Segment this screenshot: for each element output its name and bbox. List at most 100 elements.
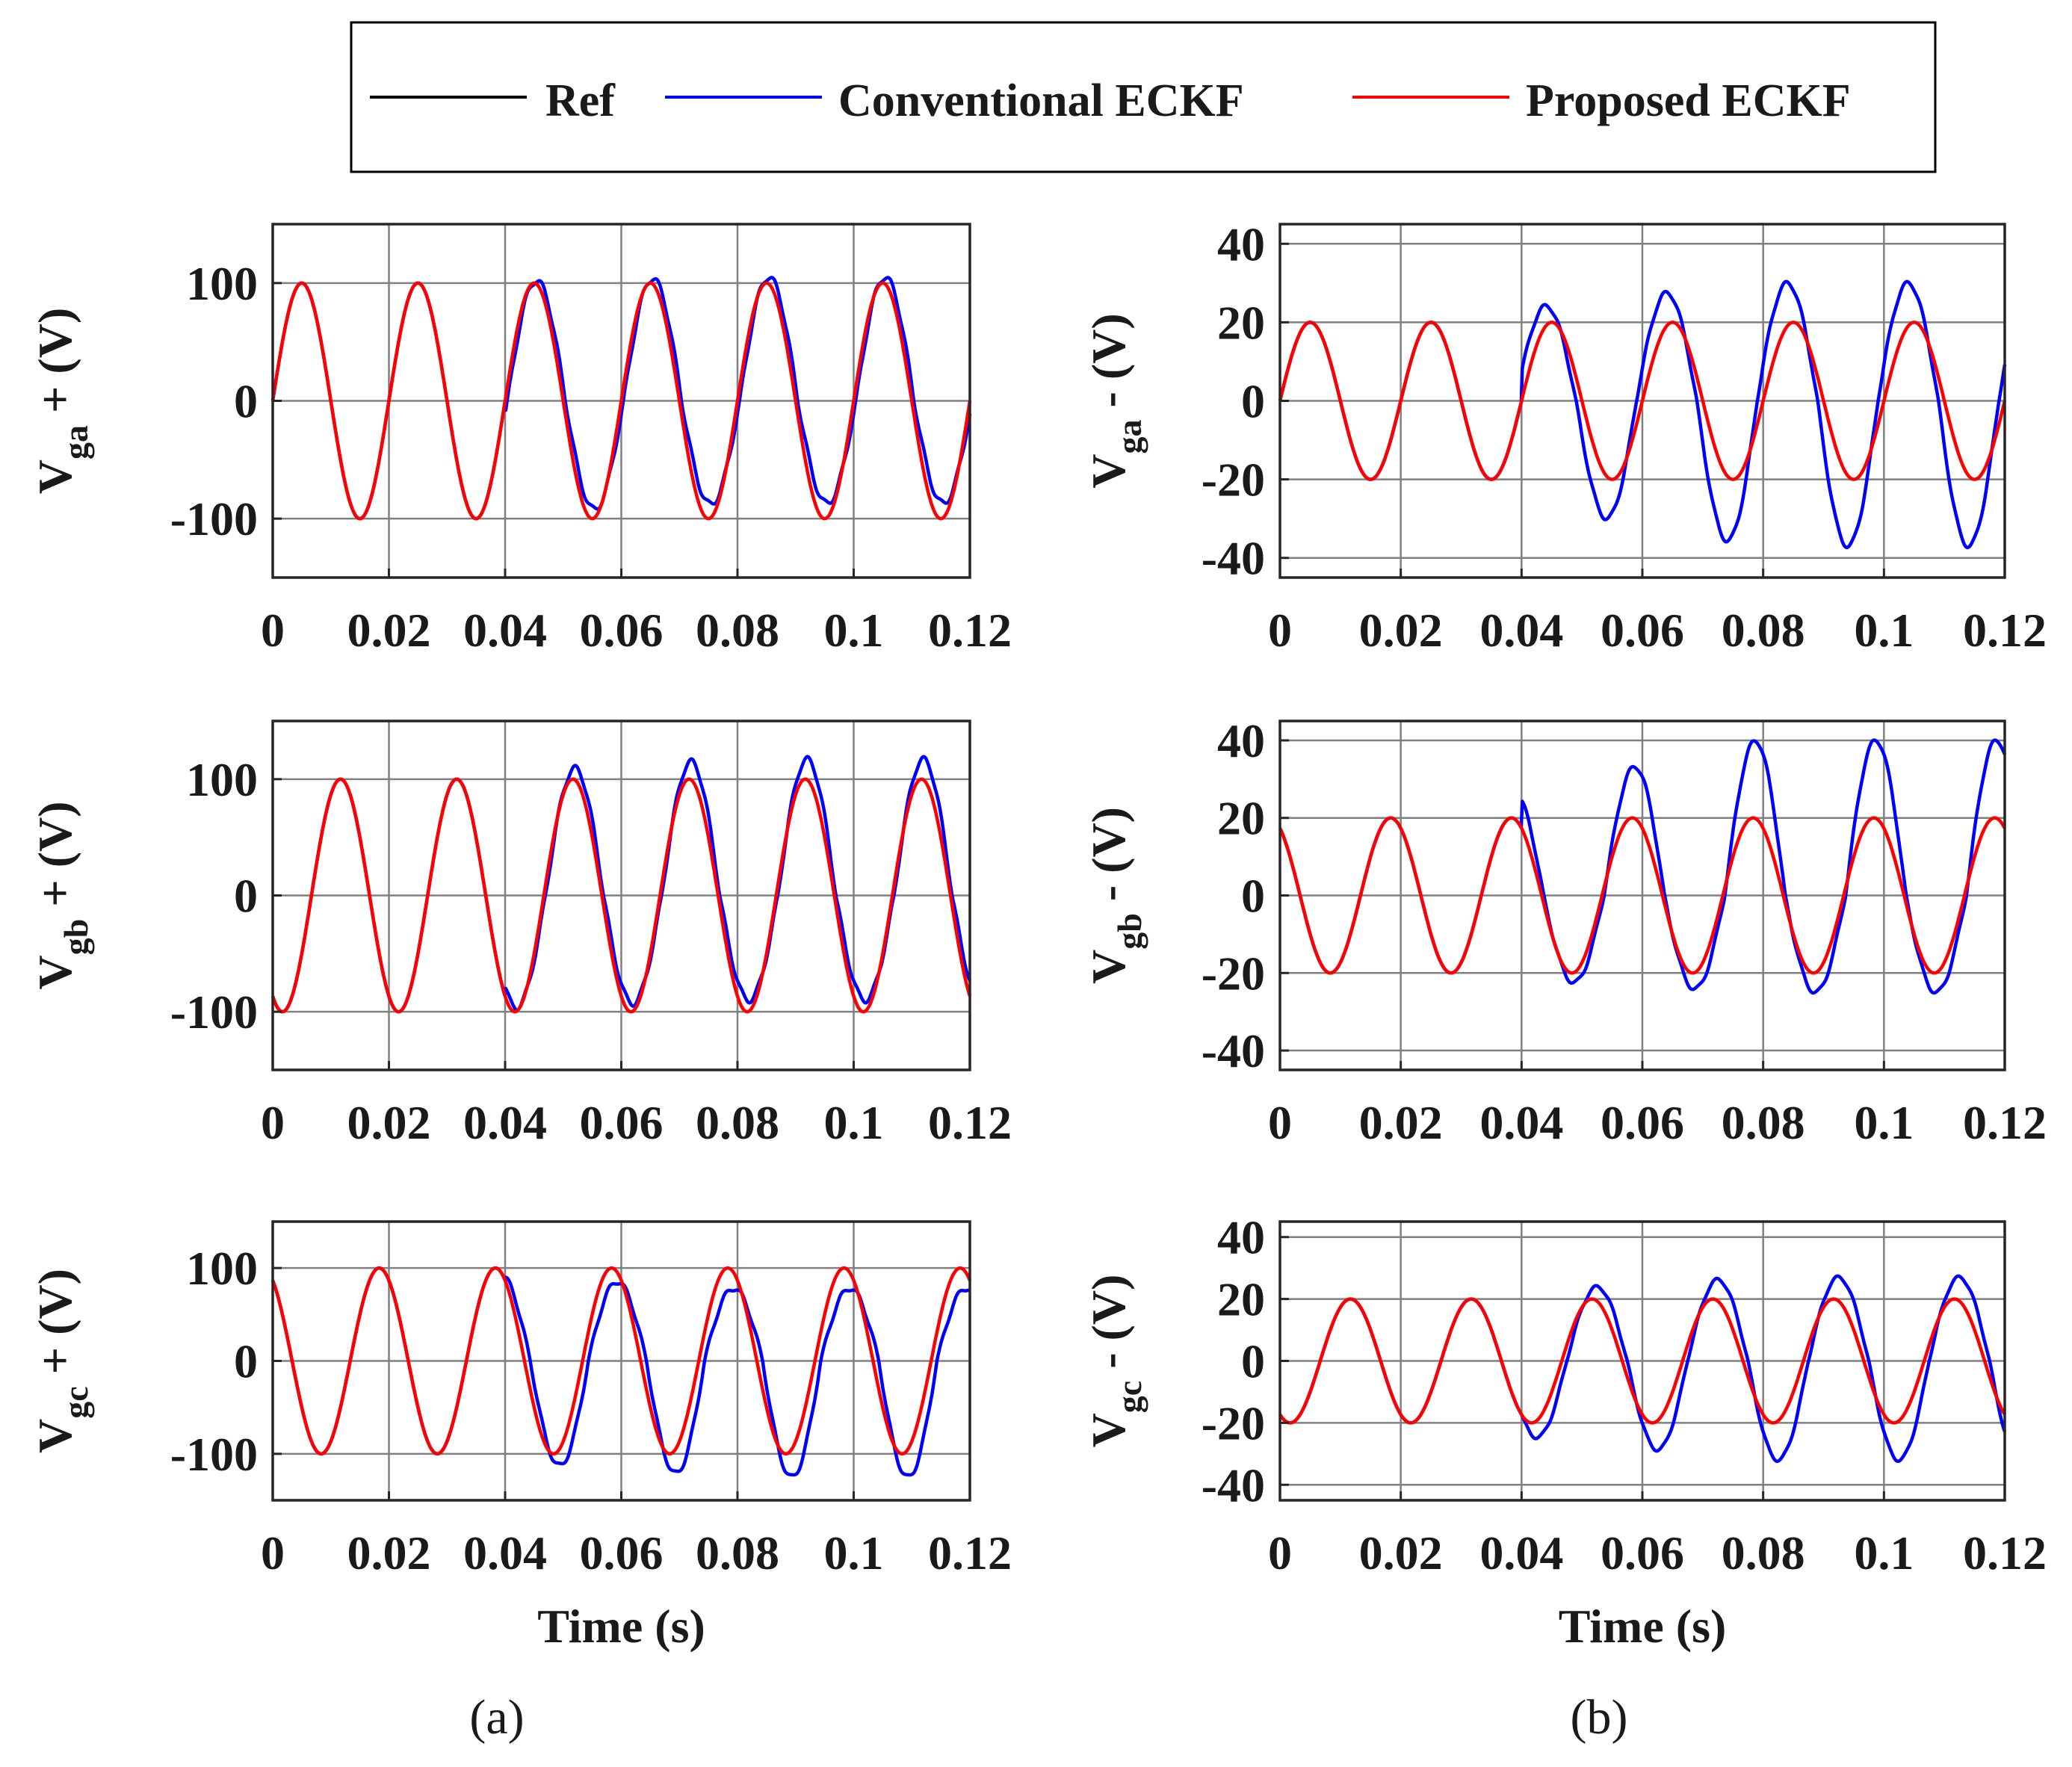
series-line-proposed — [1278, 321, 2007, 481]
y-tick-label: 40 — [1217, 217, 1265, 270]
legend-label-ref: Ref — [545, 75, 616, 126]
y-tick-label: -20 — [1202, 947, 1265, 1000]
y-axis-label-symbol: V — [28, 1419, 81, 1453]
panel-label-a-open: ( — [469, 1690, 486, 1745]
x-tick-label: 0 — [1268, 1096, 1292, 1149]
x-tick-label: 0.1 — [1854, 1096, 1914, 1149]
x-tick-label: 0.04 — [463, 604, 547, 657]
x-tick-label: 0.04 — [1479, 1526, 1563, 1579]
y-axis-label: Vgc + (V) — [28, 1269, 95, 1453]
series-line-proposed — [1278, 816, 2006, 975]
y-tick-label: 20 — [1217, 792, 1265, 845]
x-tick-label: 0.02 — [347, 1526, 431, 1579]
series-line-proposed — [270, 281, 972, 521]
panel-label-a-close: ) — [508, 1690, 525, 1745]
panel-label-a-letter: a — [486, 1690, 507, 1745]
x-tick-label: 0.12 — [928, 1096, 1012, 1149]
series-line-proposed — [270, 1266, 972, 1456]
x-tick-label: 0.1 — [1854, 604, 1914, 657]
y-tick-label: 20 — [1217, 296, 1265, 349]
y-tick-label: 40 — [1217, 714, 1265, 767]
x-tick-label: 0.08 — [1722, 1096, 1805, 1149]
panel-label-b-letter: b — [1587, 1690, 1612, 1745]
x-tick-label: 0.08 — [1722, 1526, 1805, 1579]
y-axis-label-unit: - (V) — [1082, 807, 1135, 913]
y-tick-label: -20 — [1202, 1396, 1265, 1449]
x-tick-label: 0.1 — [824, 1526, 884, 1579]
chart-panels: 0 0.02 0.04 0.06 0.08 0.1 0.12 -100 0 100 Vga + (V… — [28, 217, 2047, 1653]
series-line-proposed — [1278, 1297, 2006, 1425]
y-axis-label-symbol: V — [28, 955, 81, 989]
y-tick-label: 0 — [234, 870, 258, 923]
y-axis-label-unit: + (V) — [28, 801, 81, 918]
x-axis-label: Time (s) — [537, 1600, 705, 1653]
y-tick-label: -100 — [170, 492, 258, 545]
chart-vga_pos: 0 0.02 0.04 0.06 0.08 0.1 0.12 -100 0 100 Vga + (V… — [28, 223, 1012, 657]
x-tick-label: 0.02 — [1359, 604, 1443, 657]
chart-vgb_neg: 0 0.02 0.04 0.06 0.08 0.1 0.12 -40 -20 0 20 40 Vgb -… — [1082, 714, 2047, 1149]
x-tick-label: 0.08 — [696, 1526, 779, 1579]
y-tick-label: 100 — [186, 257, 258, 310]
x-tick-label: 0.04 — [1479, 1096, 1563, 1149]
y-axis-label-subscript: gb — [1110, 913, 1148, 950]
y-axis-label-unit: - (V) — [1082, 1275, 1135, 1381]
y-axis-label: Vgb - (V) — [1082, 807, 1148, 984]
x-tick-label: 0.12 — [1963, 1096, 2047, 1149]
x-tick-label: 0.1 — [824, 1096, 884, 1149]
y-tick-label: 100 — [186, 753, 258, 806]
x-tick-label: 0.06 — [1601, 1526, 1684, 1579]
panel-label-a: (a) — [469, 1690, 524, 1745]
y-axis-label: Vga - (V) — [1082, 313, 1148, 488]
x-tick-label: 0.12 — [928, 1526, 1012, 1579]
panel-label-b-open: ( — [1571, 1690, 1587, 1745]
legend: Ref Conventional ECKF Proposed ECKF — [350, 21, 1937, 173]
x-tick-label: 0 — [1268, 1526, 1292, 1579]
chart-vgb_pos: 0 0.02 0.04 0.06 0.08 0.1 0.12 -100 0 100 Vgb + (V… — [28, 720, 1012, 1149]
x-tick-label: 0.06 — [1601, 604, 1684, 657]
y-tick-label: 0 — [234, 1335, 258, 1388]
legend-label-proposed: Proposed ECKF — [1526, 75, 1851, 126]
chart-vga_neg: 0 0.02 0.04 0.06 0.08 0.1 0.12 -40 -20 0 20 40 Vga -… — [1082, 217, 2047, 657]
x-tick-label: 0.04 — [1479, 604, 1563, 657]
x-tick-label: 0.02 — [347, 1096, 431, 1149]
x-tick-label: 0 — [261, 604, 285, 657]
x-tick-label: 0.1 — [824, 604, 884, 657]
y-axis-label-unit: + (V) — [28, 1269, 81, 1386]
y-axis-label-symbol: V — [1082, 950, 1135, 984]
x-axis-label: Time (s) — [1559, 1600, 1727, 1653]
y-tick-label: 100 — [186, 1242, 258, 1295]
y-axis-label-subscript: gc — [57, 1386, 95, 1418]
chart-vgc_neg: 0 0.02 0.04 0.06 0.08 0.1 0.12 -40 -20 0 20 40 Vgc -… — [1082, 1211, 2047, 1653]
y-tick-label: -40 — [1202, 1024, 1265, 1077]
panel-label-b-close: ) — [1612, 1690, 1628, 1745]
legend-box — [350, 21, 1937, 173]
x-tick-label: 0.08 — [696, 1096, 779, 1149]
panel-label-b: (b) — [1571, 1690, 1628, 1745]
y-tick-label: -100 — [170, 985, 258, 1039]
x-tick-label: 0 — [261, 1096, 285, 1149]
y-axis-label: Vga + (V) — [28, 308, 95, 495]
x-tick-label: 0.08 — [696, 604, 779, 657]
y-tick-label: -20 — [1202, 454, 1265, 507]
x-tick-label: 0.04 — [463, 1526, 547, 1579]
y-axis-label: Vgb + (V) — [28, 801, 95, 989]
y-axis-label-symbol: V — [28, 459, 81, 494]
x-tick-label: 0 — [1268, 604, 1292, 657]
y-axis-label-subscript: gc — [1110, 1381, 1148, 1413]
x-tick-label: 0.06 — [580, 1096, 664, 1149]
x-tick-label: 0.1 — [1854, 1526, 1914, 1579]
y-axis-label-symbol: V — [1082, 1413, 1135, 1447]
y-axis-label-unit: + (V) — [28, 308, 81, 425]
legend-label-conventional: Conventional ECKF — [838, 75, 1244, 126]
y-axis-label-subscript: gb — [57, 919, 95, 956]
y-axis-label-subscript: ga — [1110, 419, 1148, 454]
x-tick-label: 0.06 — [1601, 1096, 1684, 1149]
x-tick-label: 0.02 — [1359, 1526, 1443, 1579]
y-axis-label-subscript: ga — [57, 425, 95, 459]
y-tick-label: -40 — [1202, 1458, 1265, 1511]
y-axis-label-symbol: V — [1082, 454, 1135, 488]
y-tick-label: 0 — [1241, 1335, 1265, 1388]
x-tick-label: 0.08 — [1722, 604, 1805, 657]
x-tick-label: 0.04 — [463, 1096, 547, 1149]
